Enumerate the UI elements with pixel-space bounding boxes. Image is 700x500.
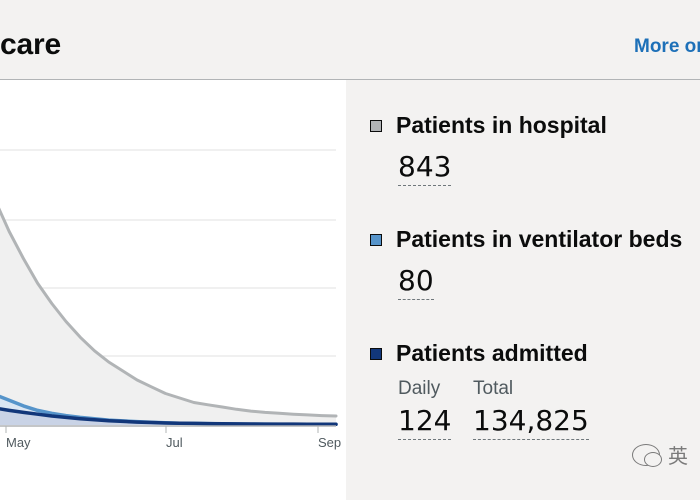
admitted-legend-swatch — [370, 347, 382, 360]
watermark-text: 英 — [668, 446, 688, 468]
metric-hospital: Patients in hospital — [370, 112, 607, 139]
admitted-total-value[interactable]: 134,825 — [473, 405, 589, 440]
header-divider — [0, 79, 700, 80]
x-tick-label-2: Sep — [318, 435, 341, 450]
hospital-chart: May Jul Sep — [0, 149, 341, 450]
series-area-2 — [0, 408, 336, 425]
more-link[interactable]: More or — [634, 36, 700, 57]
page-title: care — [0, 28, 61, 61]
chart-panel: May Jul Sep — [0, 80, 346, 500]
chat-bubble-icon — [632, 443, 662, 467]
series-line-2 — [0, 407, 338, 426]
ventilator-legend-swatch — [370, 233, 382, 246]
watermark: 英 — [632, 440, 688, 469]
x-tick-label-0: May — [6, 435, 31, 450]
metric-ventilator: Patients in ventilator beds — [370, 226, 682, 253]
hospital-legend-swatch — [370, 119, 382, 132]
x-tick-label-1: Jul — [166, 435, 183, 450]
ventilator-value[interactable]: 80 — [398, 265, 434, 300]
admitted-daily-value[interactable]: 124 — [398, 405, 452, 440]
hospital-value[interactable]: 843 — [398, 151, 452, 186]
hospital-label: Patients in hospital — [396, 112, 607, 138]
admitted-daily-label: Daily — [398, 378, 441, 399]
metric-admitted: Patients admitted — [370, 340, 588, 367]
ventilator-label: Patients in ventilator beds — [396, 226, 683, 252]
series-area-0 — [0, 211, 336, 425]
series-line-0 — [0, 207, 338, 418]
admitted-label: Patients admitted — [396, 340, 588, 366]
admitted-total-label: Total — [473, 378, 514, 399]
